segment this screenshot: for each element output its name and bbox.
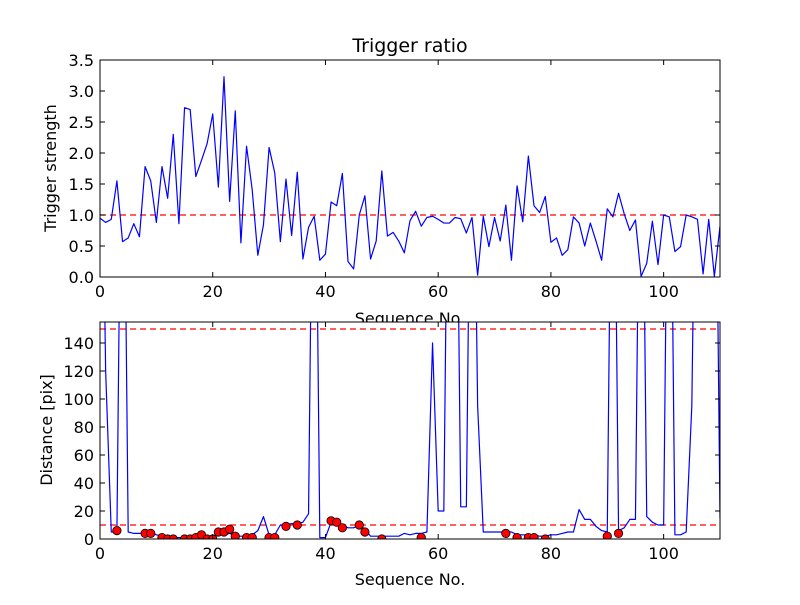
distance-marker-point [112, 525, 122, 536]
trigger-ratio-axes-frame [99, 59, 721, 278]
distance-ytick-label: 100 [63, 390, 94, 409]
distance-marker-point [512, 533, 522, 539]
trigger-ratio-ylabel: Trigger strength [41, 104, 60, 233]
distance-ytick-label: 0 [84, 530, 94, 549]
trigger-ratio-ytick-label: 0.0 [69, 268, 94, 287]
distance-marker-point [360, 527, 370, 537]
distance-ytick-label: 120 [63, 362, 94, 381]
trigger-ratio-xtick-label: 20 [203, 282, 223, 301]
distance-marker-point [225, 524, 235, 534]
trigger-ratio-ytick-label: 3.0 [69, 82, 94, 101]
trigger-ratio-xtick-label: 0 [95, 282, 105, 301]
distance-ylabel: Distance [pix] [37, 374, 56, 486]
trigger-ratio-ytick-label: 2.0 [69, 144, 94, 163]
distance-marker-point [337, 523, 347, 533]
distance-xtick-label: 20 [203, 544, 223, 563]
trigger-ratio-series-line-0 [100, 76, 720, 277]
trigger-ratio-xtick-label: 80 [541, 282, 561, 301]
trigger-ratio-xtick-label: 60 [428, 282, 448, 301]
distance-marker-point [602, 531, 612, 539]
distance-marker-point [146, 528, 156, 539]
distance-marker-point [501, 528, 511, 539]
distance-marker-point [247, 533, 257, 539]
distance-marker-point [281, 521, 291, 532]
distance-marker-point [354, 520, 364, 530]
distance-plot-area [100, 322, 720, 539]
distance-marker-point [270, 533, 280, 539]
trigger-ratio-plot-area [100, 60, 720, 277]
distance-ytick-label: 20 [74, 502, 94, 521]
distance-marker-point [529, 533, 539, 539]
trigger-ratio-xtick-label: 40 [315, 282, 335, 301]
distance-ytick-label: 140 [63, 334, 94, 353]
distance-ytick-label: 40 [74, 474, 94, 493]
distance-marker-point [292, 520, 302, 530]
trigger-ratio-chart: 0 20 40 60 80 100 0.0 0.5 1.0 1.5 2.0 2.5 3.0 3.5 Tr… [41, 35, 721, 328]
distance-marker-point [332, 517, 342, 527]
distance-marker-point [230, 531, 240, 539]
distance-marker-point [416, 533, 426, 539]
distance-marker-point [613, 528, 624, 539]
trigger-ratio-ytick-label: 1.0 [69, 206, 94, 225]
trigger-ratio-ytick-label: 1.5 [69, 175, 94, 194]
distance-xtick-label: 60 [428, 544, 448, 563]
distance-ytick-label: 60 [74, 446, 94, 465]
distance-chart: 0 20 40 60 80 100 0 20 40 60 80 100 120 140 Sequence… [37, 321, 721, 589]
distance-ytick-label: 80 [74, 418, 94, 437]
distance-xtick-label: 100 [648, 544, 679, 563]
distance-xlabel: Sequence No. [355, 570, 466, 589]
distance-xtick-label: 40 [315, 544, 335, 563]
trigger-ratio-ytick-label: 0.5 [69, 237, 94, 256]
trigger-ratio-xtick-label: 100 [648, 282, 679, 301]
trigger-ratio-title: Trigger ratio [351, 35, 467, 57]
distance-xtick-label: 0 [95, 544, 105, 563]
trigger-ratio-ytick-label: 2.5 [69, 113, 94, 132]
distance-axes-frame [99, 321, 721, 540]
distance-xtick-label: 80 [541, 544, 561, 563]
trigger-ratio-ytick-label: 3.5 [69, 51, 94, 70]
